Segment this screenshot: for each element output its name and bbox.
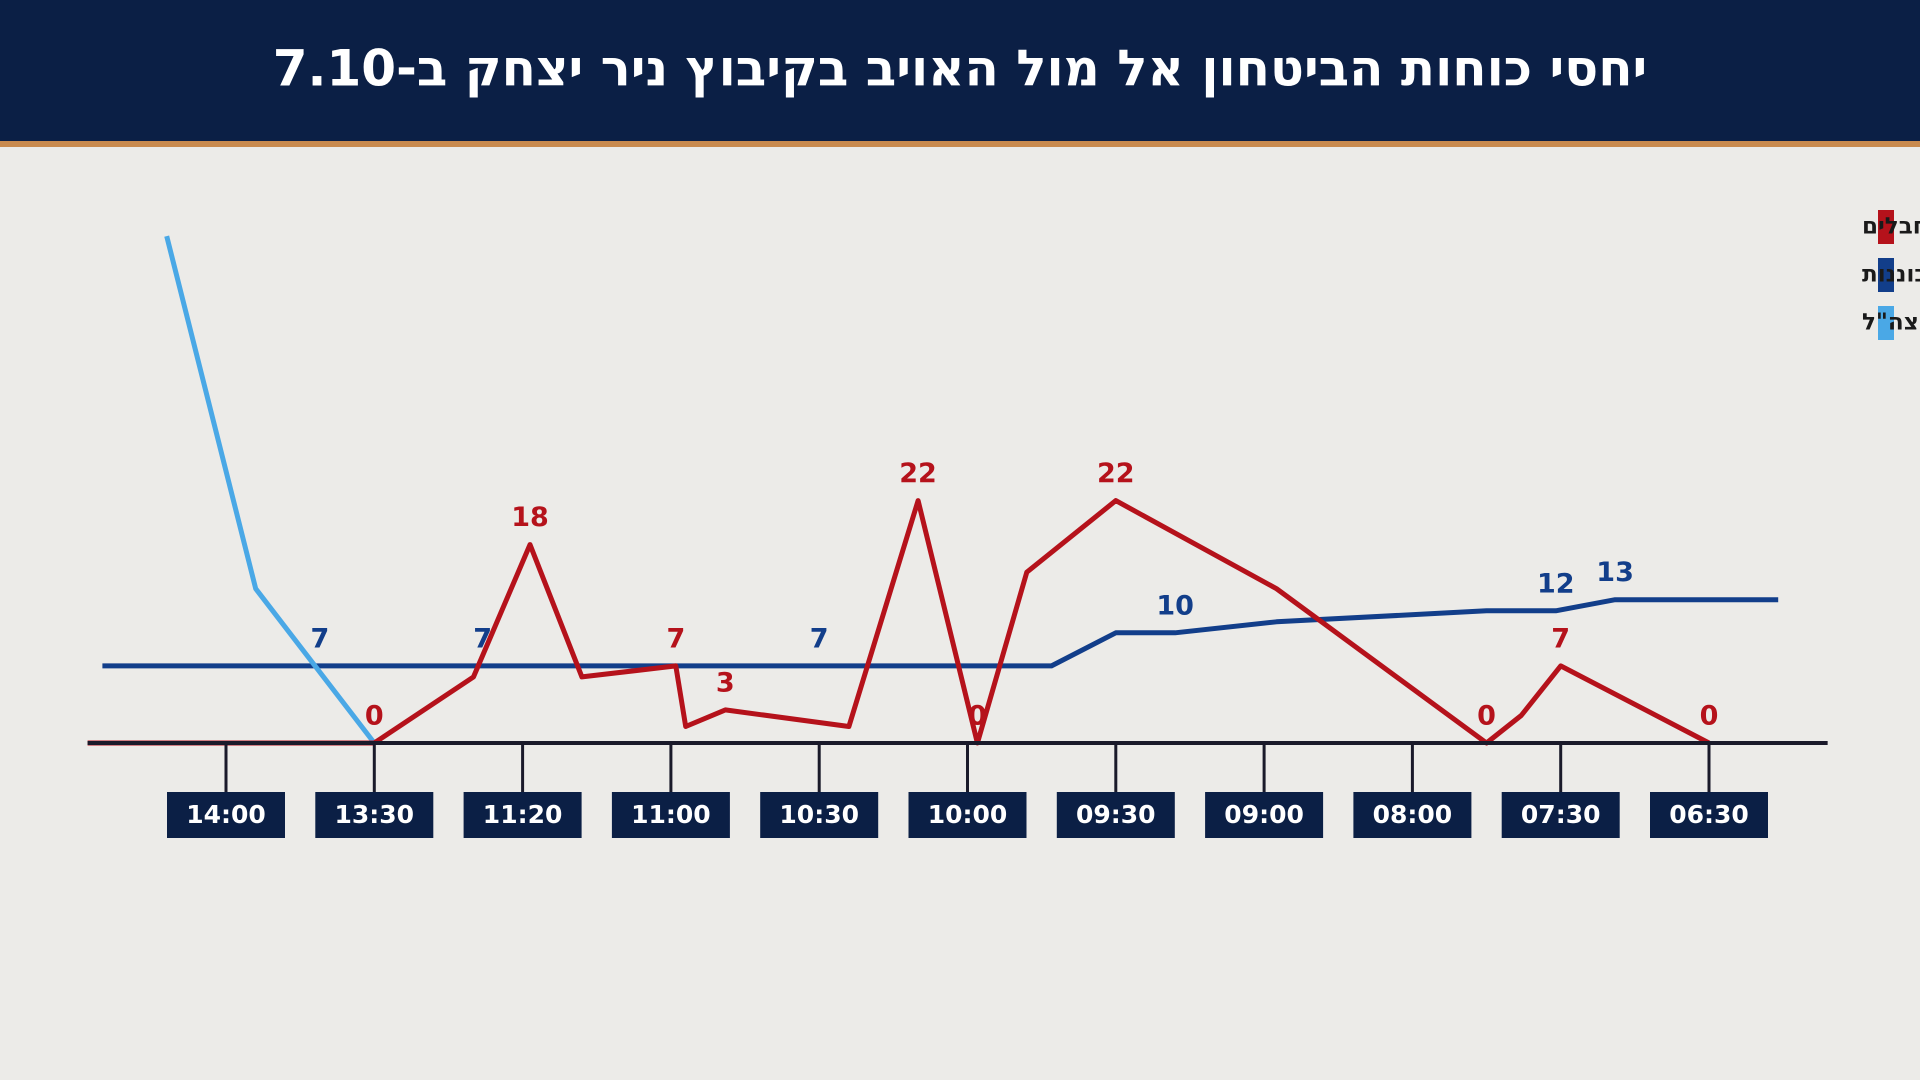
data-label: 7 — [1551, 623, 1570, 654]
data-label: 12 — [1537, 568, 1575, 599]
series-line — [87, 498, 1711, 746]
data-label: 13 — [1596, 557, 1634, 588]
tick-box — [1353, 792, 1472, 838]
data-label: 7 — [311, 623, 330, 654]
data-label: 0 — [365, 701, 384, 732]
x-tick-label: 11:20 — [483, 800, 563, 829]
x-tick-label: 14:00 — [186, 800, 266, 829]
header-strip — [0, 141, 1920, 147]
x-tick-label: 10:00 — [928, 800, 1008, 829]
data-label: 7 — [473, 623, 492, 654]
legend-swatch — [1878, 210, 1894, 244]
data-label: 7 — [666, 623, 685, 654]
data-label: 22 — [1097, 458, 1135, 489]
legend-label: כיתת כוננות — [1862, 262, 1920, 288]
x-tick-label: 08:00 — [1373, 800, 1453, 829]
data-label: 0 — [1477, 701, 1496, 732]
tick-box — [1056, 792, 1175, 838]
tick-box — [760, 792, 879, 838]
tick-box — [1650, 792, 1768, 838]
tick-box — [315, 792, 434, 838]
data-label: 0 — [1700, 701, 1719, 732]
data-label: 22 — [899, 458, 937, 489]
data-label: 0 — [968, 701, 987, 732]
legend-swatch — [1878, 258, 1894, 292]
header — [0, 0, 1920, 141]
x-tick-label: 09:00 — [1224, 800, 1304, 829]
x-tick-label: 11:00 — [631, 800, 711, 829]
x-tick-label: 09:30 — [1076, 800, 1156, 829]
tick-box — [611, 792, 730, 838]
series-line — [164, 235, 377, 745]
x-tick-label: 10:30 — [779, 800, 859, 829]
tick-box — [1205, 792, 1324, 838]
tick-box — [908, 792, 1027, 838]
tick-box — [167, 792, 285, 838]
tick-box — [463, 792, 582, 838]
legend-label: מחבלים — [1862, 214, 1920, 240]
x-tick-label: 13:30 — [335, 800, 415, 829]
data-label: 7 — [810, 623, 829, 654]
x-tick-label: 07:30 — [1521, 800, 1601, 829]
data-label: 3 — [716, 667, 735, 698]
series-line — [102, 597, 1779, 669]
tick-box — [1501, 792, 1620, 838]
legend-label: כוחות צה"ל — [1862, 310, 1920, 336]
data-label: 18 — [511, 502, 549, 533]
chart-title: יחסי כוחות הביטחון אל מול האויב בקיבוץ נ… — [273, 40, 1648, 98]
legend-swatch — [1878, 306, 1894, 340]
x-tick-label: 06:30 — [1669, 800, 1749, 829]
data-label: 10 — [1156, 590, 1194, 621]
